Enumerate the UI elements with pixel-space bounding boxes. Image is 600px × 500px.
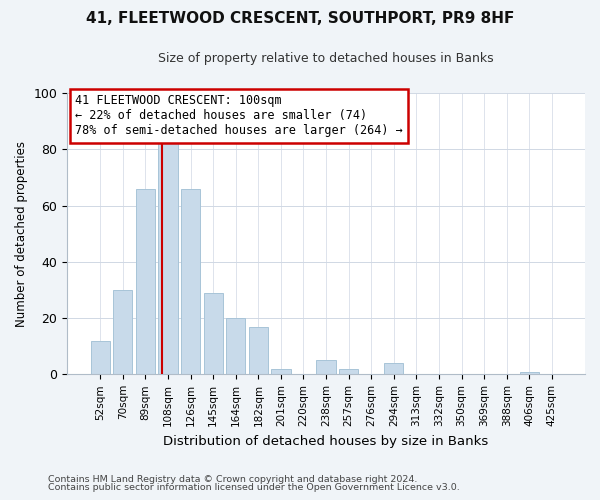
Bar (136, 188, 155, 374)
Text: Contains public sector information licensed under the Open Government Licence v3: Contains public sector information licen… (48, 484, 460, 492)
Bar (339, 368, 358, 374)
Bar (271, 368, 290, 374)
Bar (158, 138, 178, 374)
Bar (520, 372, 539, 374)
Text: 41, FLEETWOOD CRESCENT, SOUTHPORT, PR9 8HF: 41, FLEETWOOD CRESCENT, SOUTHPORT, PR9 8… (86, 11, 514, 26)
Bar (181, 188, 200, 374)
Y-axis label: Number of detached properties: Number of detached properties (15, 140, 28, 326)
X-axis label: Distribution of detached houses by size in Banks: Distribution of detached houses by size … (163, 434, 489, 448)
Bar (226, 318, 245, 374)
Bar (203, 293, 223, 374)
Text: 41 FLEETWOOD CRESCENT: 100sqm
← 22% of detached houses are smaller (74)
78% of s: 41 FLEETWOOD CRESCENT: 100sqm ← 22% of d… (75, 94, 403, 138)
Bar (316, 360, 335, 374)
Bar (249, 326, 268, 374)
Title: Size of property relative to detached houses in Banks: Size of property relative to detached ho… (158, 52, 494, 66)
Bar (91, 340, 110, 374)
Bar (113, 290, 133, 374)
Bar (384, 363, 403, 374)
Text: Contains HM Land Registry data © Crown copyright and database right 2024.: Contains HM Land Registry data © Crown c… (48, 475, 418, 484)
